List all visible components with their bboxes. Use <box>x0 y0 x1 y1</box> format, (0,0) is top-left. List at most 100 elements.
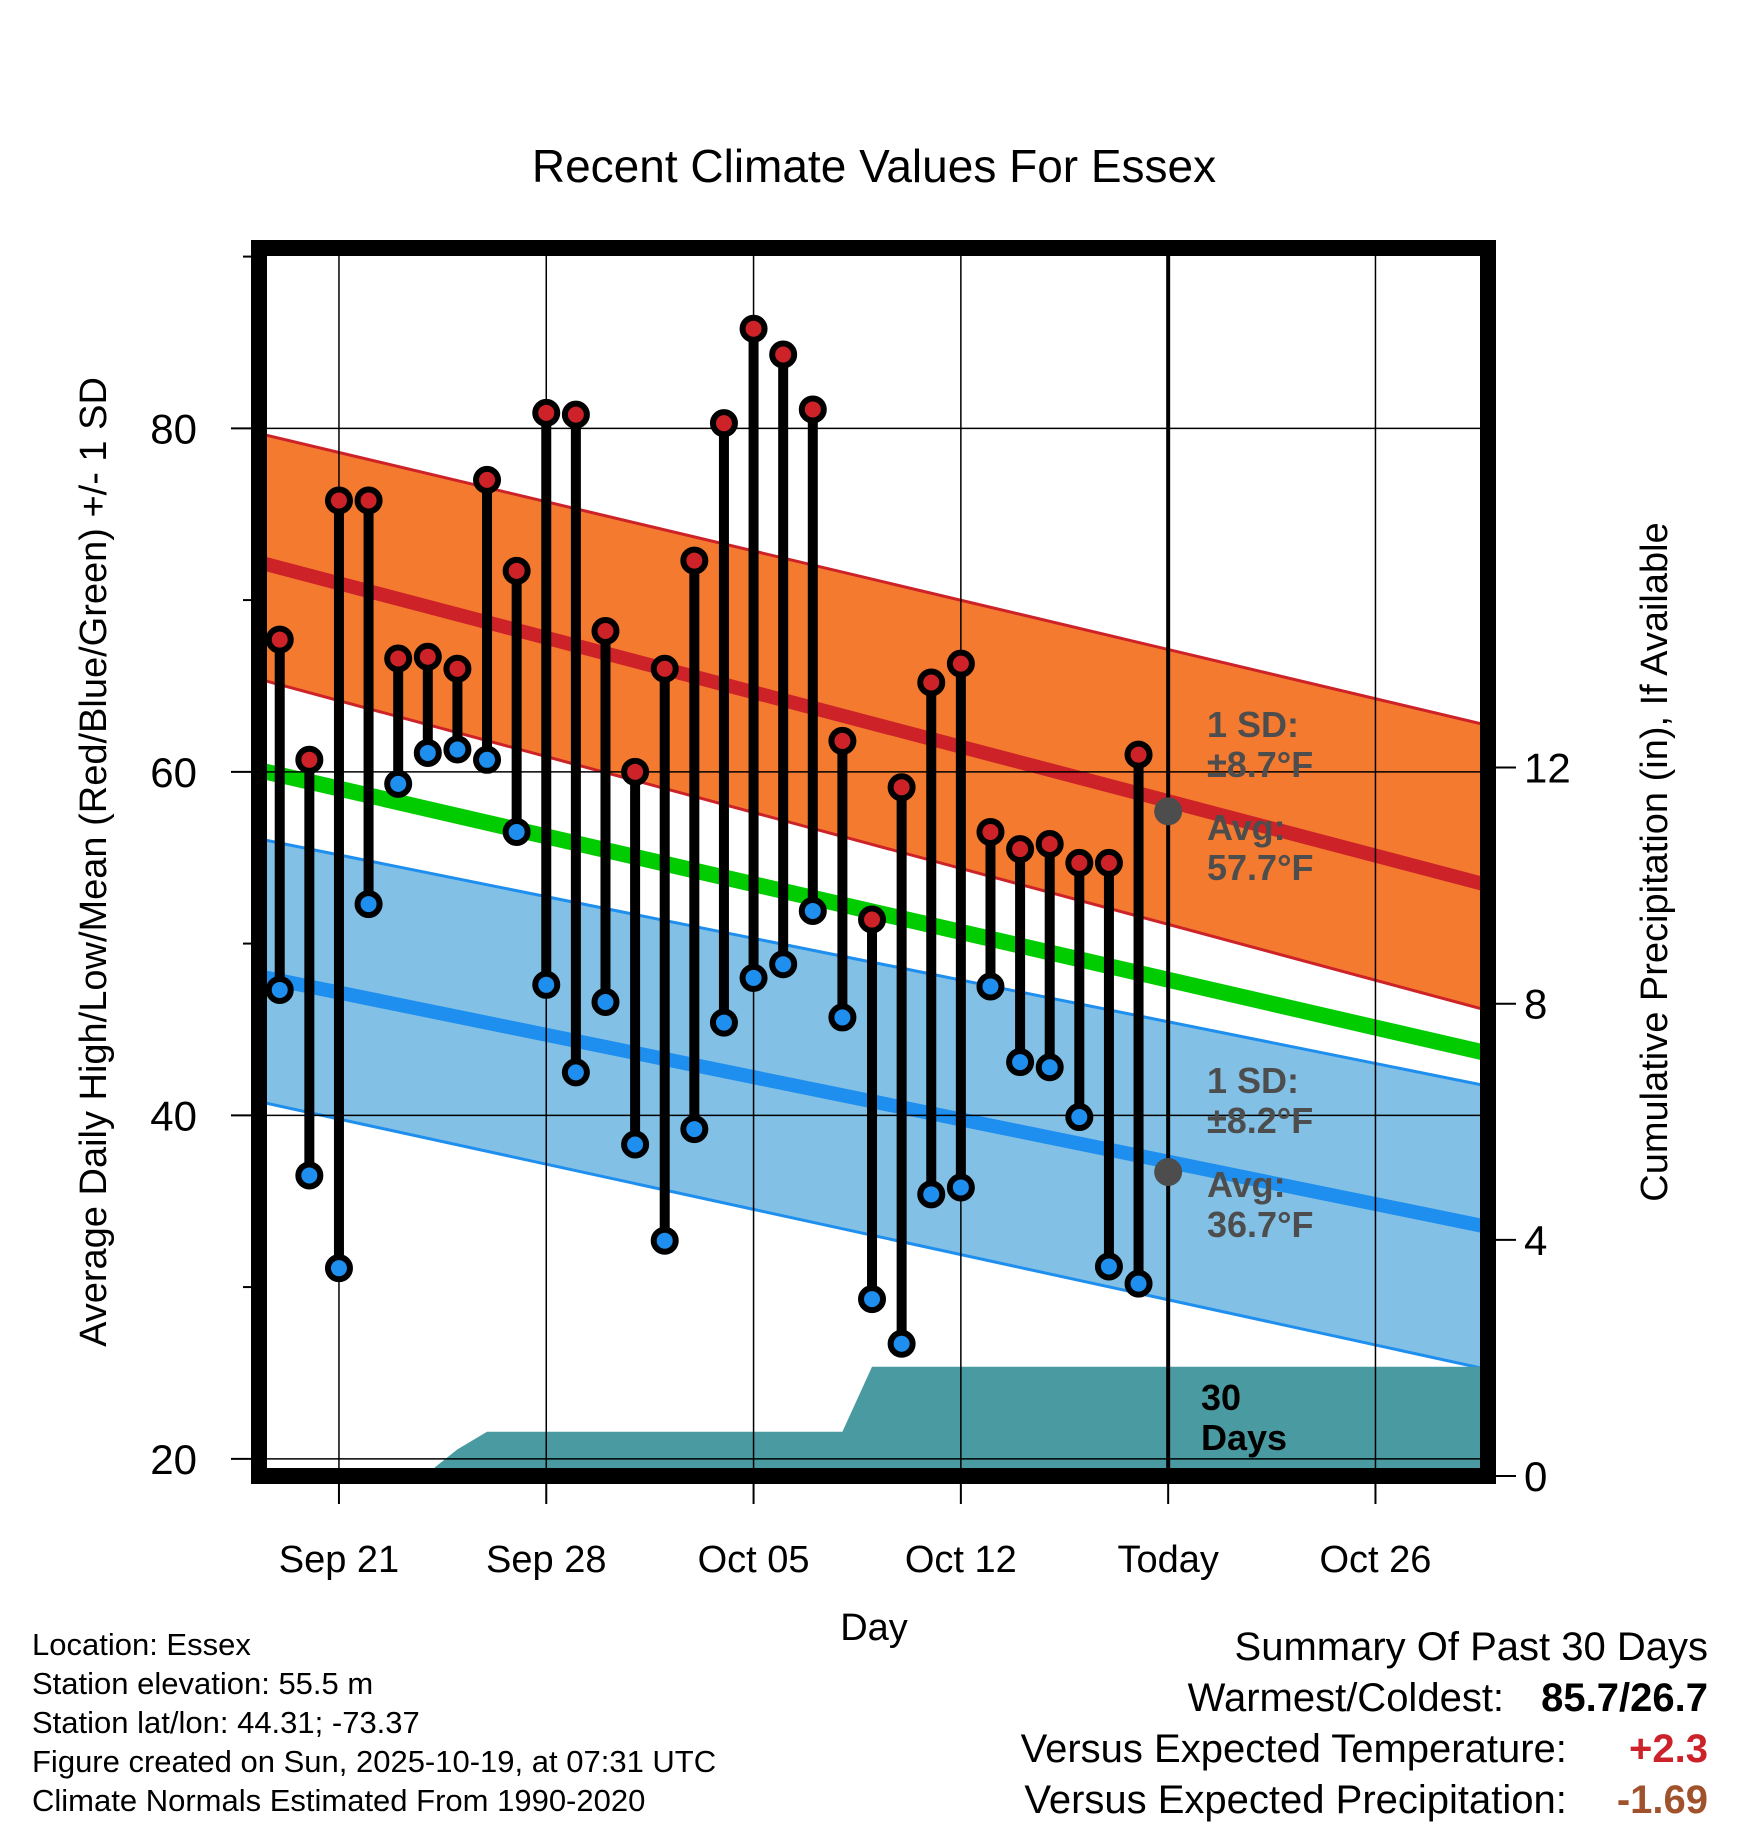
daily-low-point <box>1035 1053 1064 1082</box>
daily-low-point <box>443 735 472 764</box>
daily-high-point <box>887 773 916 802</box>
daily-high-point <box>413 642 442 671</box>
daily-high-point <box>354 486 383 515</box>
high-avg-annotation: 57.7°F <box>1207 847 1313 888</box>
temp-row: Versus Expected Temperature: +2.3 <box>1021 1724 1708 1775</box>
daily-low-point <box>561 1058 590 1087</box>
high-normal-line <box>259 555 1488 892</box>
daily-low-point <box>532 970 561 999</box>
plot-frame <box>251 240 1496 1484</box>
precip-area <box>259 1366 1488 1476</box>
daily-high-point <box>798 395 827 424</box>
low-sd-annotation: ±8.2°F <box>1207 1100 1313 1141</box>
precip-row: Versus Expected Precipitation: -1.69 <box>1021 1775 1708 1826</box>
daily-high-point <box>591 616 620 645</box>
daily-high-point <box>1065 848 1094 877</box>
daily-high-point <box>1006 835 1035 864</box>
x-tick-label: Oct 05 <box>698 1539 810 1581</box>
daily-low-point <box>858 1285 887 1314</box>
daily-high-point <box>502 556 531 585</box>
daily-high-point <box>561 400 590 429</box>
high-sd-band-upper-edge <box>259 432 1488 727</box>
daily-low-point <box>828 1003 857 1032</box>
daily-low-point <box>917 1180 946 1209</box>
daily-low-point <box>1006 1048 1035 1077</box>
daily-low-point <box>413 738 442 767</box>
daily-low-point <box>473 745 502 774</box>
daily-high-point <box>946 649 975 678</box>
daily-low-point <box>591 987 620 1016</box>
x-tick-label: Oct 12 <box>905 1539 1017 1581</box>
daily-low-point <box>769 950 798 979</box>
high-avg-annotation: Avg: <box>1207 807 1286 848</box>
temp-anomaly-value: +2.3 <box>1629 1727 1708 1771</box>
daily-low-point <box>502 817 531 846</box>
daily-high-point <box>858 905 887 934</box>
y-tick-label: 80 <box>150 405 197 452</box>
daily-low-point <box>1094 1252 1123 1281</box>
normals-text: Climate Normals Estimated From 1990-2020 <box>32 1783 646 1818</box>
daily-high-point <box>443 654 472 683</box>
daily-low-point <box>887 1329 916 1358</box>
warm-cold-row: Warmest/Coldest: 85.7/26.7 <box>1021 1673 1708 1724</box>
today-low-normal-marker <box>1154 1158 1183 1187</box>
daily-high-point <box>295 745 324 774</box>
daily-low-point <box>265 975 294 1004</box>
low-sd-annotation: 1 SD: <box>1207 1060 1299 1101</box>
high-sd-band-lower-edge <box>259 677 1488 1013</box>
daily-high-point <box>917 668 946 697</box>
chart-title: Recent Climate Values For Essex <box>532 140 1216 192</box>
y-tick-label: 40 <box>150 1092 197 1139</box>
today-high-normal-marker <box>1154 797 1183 826</box>
y2-tick-label: 8 <box>1524 981 1547 1028</box>
temp-label: Versus Expected Temperature: <box>1020 1727 1567 1771</box>
y2-axis-label: Cumulative Precipitation (in), If Availa… <box>1634 522 1676 1201</box>
precip-label: Versus Expected Precipitation: <box>1024 1778 1567 1822</box>
days-annotation: Days <box>1201 1417 1287 1458</box>
x-axis-label: Day <box>840 1607 908 1649</box>
daily-low-point <box>295 1161 324 1190</box>
daily-high-point <box>1124 740 1153 769</box>
daily-high-point <box>650 654 679 683</box>
daily-high-point <box>976 817 1005 846</box>
daily-low-point <box>1124 1269 1153 1298</box>
daily-high-point <box>532 398 561 427</box>
daily-low-point <box>739 963 768 992</box>
daily-high-point <box>473 465 502 494</box>
daily-high-point <box>1035 829 1064 858</box>
daily-low-point <box>976 972 1005 1001</box>
daily-low-point <box>384 769 413 798</box>
daily-high-point <box>1094 848 1123 877</box>
daily-high-point <box>384 644 413 673</box>
daily-low-point <box>1065 1103 1094 1132</box>
warm-cold-label: Warmest/Coldest: <box>1187 1676 1505 1720</box>
y-tick-label: 60 <box>150 749 197 796</box>
low-avg-annotation: Avg: <box>1207 1164 1286 1205</box>
y-tick-label: 20 <box>150 1436 197 1483</box>
latlon-text: Station lat/lon: 44.31; -73.37 <box>32 1705 420 1740</box>
elevation-text: Station elevation: 55.5 m <box>32 1666 374 1701</box>
summary-title: Summary Of Past 30 Days <box>1234 1625 1708 1669</box>
y2-tick-label: 4 <box>1524 1217 1547 1264</box>
daily-high-point <box>324 486 353 515</box>
high-sd-annotation: 1 SD: <box>1207 704 1299 745</box>
daily-high-point <box>265 625 294 654</box>
daily-low-point <box>354 890 383 919</box>
daily-high-point <box>709 409 738 438</box>
daily-high-point <box>621 757 650 786</box>
high-sd-annotation: ±8.7°F <box>1207 744 1313 785</box>
daily-low-point <box>621 1130 650 1159</box>
created-text: Figure created on Sun, 2025-10-19, at 07… <box>32 1744 717 1779</box>
daily-high-point <box>828 726 857 755</box>
daily-low-point <box>798 896 827 925</box>
daily-low-point <box>650 1226 679 1255</box>
daily-high-point <box>739 314 768 343</box>
summary-panel: Summary Of Past 30 Days Warmest/Coldest:… <box>1021 1622 1708 1826</box>
days-annotation: 30 <box>1201 1377 1241 1418</box>
y-axis-label: Average Daily High/Low/Mean (Red/Blue/Gr… <box>73 377 115 1347</box>
station-info: Location: Essex Station elevation: 55.5 … <box>32 1625 716 1820</box>
location-text: Location: Essex <box>32 1627 251 1662</box>
warm-cold-value: 85.7/26.7 <box>1541 1676 1708 1720</box>
daily-low-point <box>324 1254 353 1283</box>
